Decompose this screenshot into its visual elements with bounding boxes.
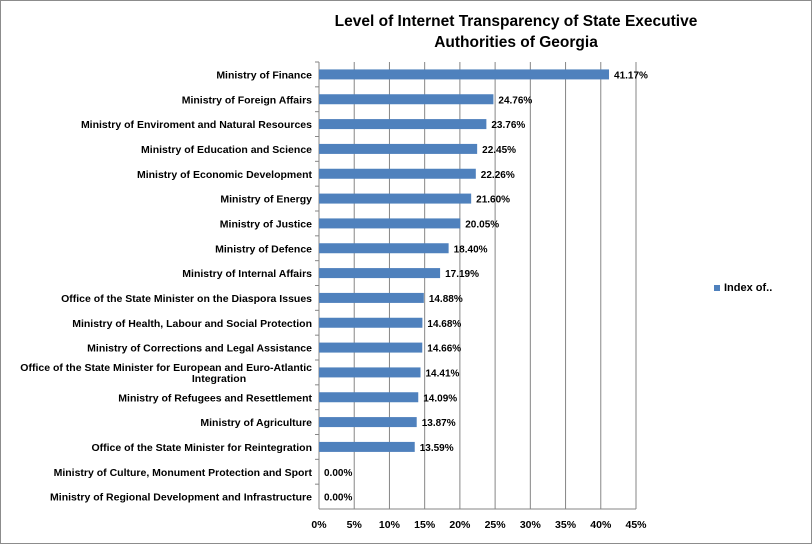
bar bbox=[319, 94, 494, 105]
data-label: 13.59% bbox=[420, 443, 454, 454]
data-label: 14.09% bbox=[423, 393, 457, 404]
category-label: Ministry of Education and Science bbox=[141, 144, 312, 156]
chart-title: Level of Internet Transparency of State … bbox=[334, 13, 698, 51]
x-tick-label: 25% bbox=[485, 519, 507, 531]
legend: Index of.. bbox=[714, 282, 772, 294]
bar bbox=[319, 143, 478, 154]
category-label: Ministry of Energy bbox=[220, 194, 312, 206]
category-label-line: Office of the State Minister for Europea… bbox=[20, 362, 312, 374]
data-label: 41.17% bbox=[614, 70, 648, 81]
category-label: Ministry of Regional Development and Inf… bbox=[50, 492, 312, 504]
category-label-line: Ministry of Health, Labour and Social Pr… bbox=[72, 318, 312, 330]
legend-swatch bbox=[714, 285, 720, 291]
x-tick-label: 15% bbox=[414, 519, 436, 531]
bar bbox=[319, 218, 461, 229]
category-label: Ministry of Agriculture bbox=[200, 417, 312, 429]
bar bbox=[319, 342, 423, 353]
data-label: 18.40% bbox=[454, 244, 488, 255]
x-tick-label: 40% bbox=[590, 519, 612, 531]
category-label-line: Integration bbox=[192, 373, 246, 385]
category-label: Ministry of Economic Development bbox=[137, 169, 313, 181]
category-label-line: Ministry of Economic Development bbox=[137, 169, 313, 181]
bar bbox=[319, 441, 415, 452]
category-label: Office of the State Minister on the Dias… bbox=[61, 293, 312, 305]
x-tick-label: 20% bbox=[449, 519, 471, 531]
x-tick-label: 5% bbox=[347, 519, 363, 531]
bar bbox=[319, 268, 441, 279]
category-label: Ministry of Foreign Affairs bbox=[182, 94, 312, 106]
x-tick-label: 35% bbox=[555, 519, 577, 531]
data-label: 14.88% bbox=[429, 294, 463, 305]
data-label: 13.87% bbox=[422, 418, 456, 429]
bar bbox=[319, 292, 424, 303]
category-label: Ministry of Health, Labour and Social Pr… bbox=[72, 318, 312, 330]
bar bbox=[319, 417, 417, 428]
data-label: 22.45% bbox=[482, 145, 516, 156]
category-label-line: Ministry of Defence bbox=[215, 243, 312, 255]
category-label-line: Ministry of Justice bbox=[220, 218, 312, 230]
data-label: 17.19% bbox=[445, 269, 479, 280]
bar bbox=[319, 69, 610, 80]
data-label: 0.00% bbox=[324, 493, 352, 504]
data-label: 14.41% bbox=[426, 368, 460, 379]
category-label: Ministry of Finance bbox=[216, 69, 312, 81]
category-label: Ministry of Enviroment and Natural Resou… bbox=[81, 119, 312, 131]
category-label-line: Ministry of Culture, Monument Protection… bbox=[54, 467, 313, 479]
bar bbox=[319, 243, 449, 254]
category-label-line: Ministry of Regional Development and Inf… bbox=[50, 492, 312, 504]
x-tick-label: 0% bbox=[311, 519, 327, 531]
x-tick-label: 10% bbox=[379, 519, 401, 531]
category-label-line: Ministry of Agriculture bbox=[200, 417, 312, 429]
category-label-line: Ministry of Corrections and Legal Assist… bbox=[87, 343, 312, 355]
category-label: Ministry of Internal Affairs bbox=[182, 268, 312, 280]
bar bbox=[319, 367, 421, 378]
x-tick-label: 30% bbox=[520, 519, 542, 531]
category-label-line: Ministry of Finance bbox=[216, 69, 312, 81]
data-label: 14.66% bbox=[427, 344, 461, 355]
bar bbox=[319, 392, 419, 403]
category-label-line: Office of the State Minister on the Dias… bbox=[61, 293, 312, 305]
category-label: Ministry of Justice bbox=[220, 218, 312, 230]
category-label: Office of the State Minister for Reinteg… bbox=[91, 442, 312, 454]
category-label: Office of the State Minister for Europea… bbox=[20, 362, 312, 385]
category-label-line: Ministry of Foreign Affairs bbox=[182, 94, 312, 106]
category-label-line: Office of the State Minister for Reinteg… bbox=[91, 442, 312, 454]
category-label-line: Ministry of Internal Affairs bbox=[182, 268, 312, 280]
bar bbox=[319, 168, 476, 179]
bar bbox=[319, 193, 472, 204]
data-label: 22.26% bbox=[481, 170, 515, 181]
data-label: 23.76% bbox=[491, 120, 525, 131]
category-label-line: Ministry of Enviroment and Natural Resou… bbox=[81, 119, 312, 131]
category-label: Ministry of Culture, Monument Protection… bbox=[54, 467, 313, 479]
category-label-line: Ministry of Refugees and Resettlement bbox=[118, 392, 312, 404]
category-label: Ministry of Corrections and Legal Assist… bbox=[87, 343, 312, 355]
bar bbox=[319, 119, 487, 130]
category-label-line: Ministry of Education and Science bbox=[141, 144, 312, 156]
category-label: Ministry of Refugees and Resettlement bbox=[118, 392, 312, 404]
category-label: Ministry of Defence bbox=[215, 243, 312, 255]
category-label-line: Ministry of Energy bbox=[220, 194, 312, 206]
data-label: 24.76% bbox=[498, 95, 532, 106]
data-label: 21.60% bbox=[476, 195, 510, 206]
bar bbox=[319, 317, 423, 328]
data-label: 14.68% bbox=[427, 319, 461, 330]
x-tick-label: 45% bbox=[625, 519, 647, 531]
data-label: 0.00% bbox=[324, 468, 352, 479]
legend-label: Index of.. bbox=[724, 282, 773, 294]
data-label: 20.05% bbox=[465, 219, 499, 230]
